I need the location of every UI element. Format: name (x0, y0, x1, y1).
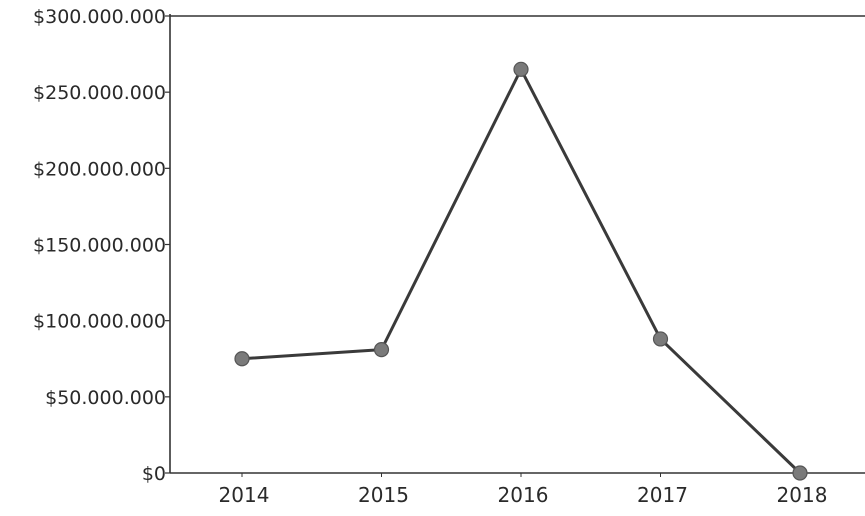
series-line (241, 67, 802, 475)
x-axis-ticks: 2014 2015 2016 2017 2018 (219, 473, 828, 507)
data-point-2018 (792, 465, 808, 481)
y-tick-label: $250.000.000 (33, 82, 166, 104)
series-group (234, 61, 808, 481)
x-tick-label: 2018 (777, 483, 828, 507)
y-tick-label: $300.000.000 (33, 6, 166, 28)
x-tick-label: 2016 (498, 483, 549, 507)
y-tick-label: $0 (142, 463, 166, 485)
data-point-2016 (513, 61, 529, 77)
y-axis-ticks: $0 $50.000.000 $100.000.000 $150.000.000 $20… (33, 6, 170, 485)
data-point-2014 (234, 351, 250, 367)
axes (169, 14, 865, 474)
data-point-2017 (652, 331, 669, 347)
data-point-2015 (373, 342, 390, 358)
x-tick-label: 2015 (358, 483, 409, 507)
y-tick-label: $50.000.000 (45, 387, 166, 409)
x-tick-label: 2014 (219, 483, 270, 507)
y-tick-label: $150.000.000 (33, 235, 166, 257)
x-tick-label: 2017 (637, 483, 688, 507)
y-tick-label: $100.000.000 (33, 311, 166, 333)
y-tick-label: $200.000.000 (33, 158, 166, 180)
